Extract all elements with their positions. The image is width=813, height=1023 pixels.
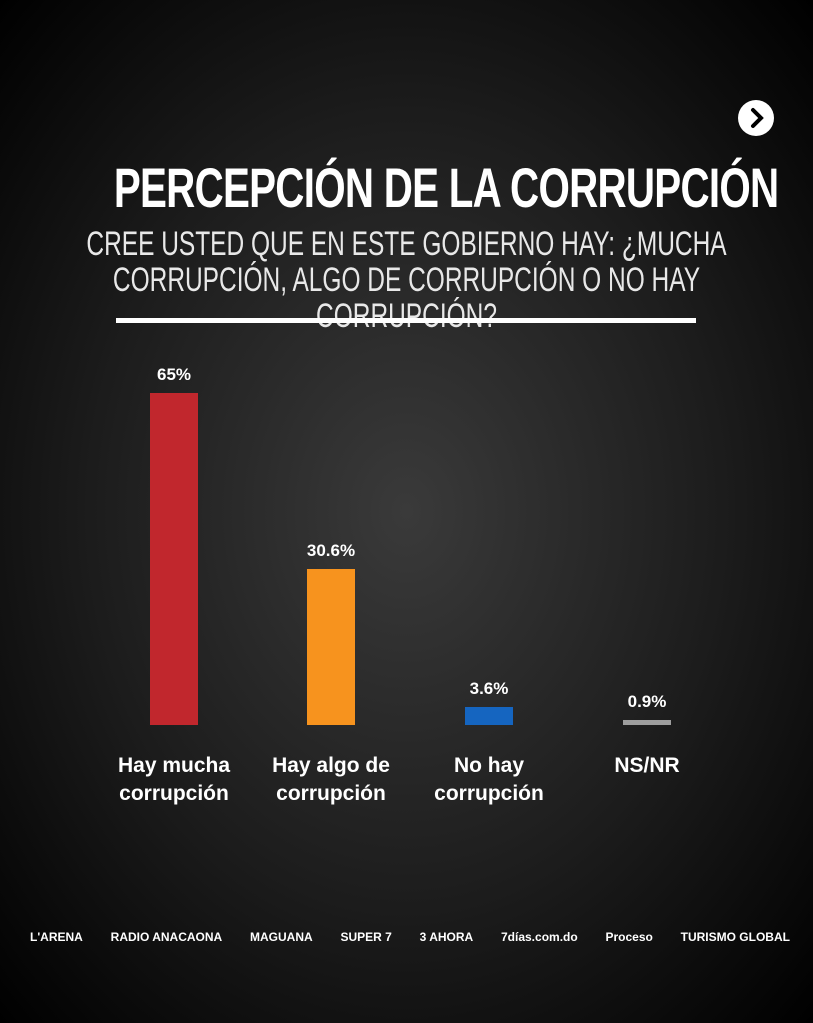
value-label: 0.9% <box>627 692 667 712</box>
bar <box>150 393 198 725</box>
source-logo: TURISMO GLOBAL <box>680 930 790 944</box>
category-label: Hay mucha corrupción <box>117 754 231 805</box>
next-button[interactable] <box>738 100 774 136</box>
bar <box>623 720 671 725</box>
divider <box>116 318 696 323</box>
value-label: 3.6% <box>469 678 509 698</box>
chevron <box>751 108 764 128</box>
value-label: 30.6% <box>306 540 356 560</box>
category-label: NS/NR <box>614 754 680 777</box>
category-label: Hay algo de corrupción <box>272 754 390 805</box>
source-logo: SUPER 7 <box>340 930 392 944</box>
bar <box>307 568 355 725</box>
chart-title: PERCEPCIÓN DE LA CORRUPCIÓN <box>113 156 779 219</box>
category-label: No hay corrupción <box>434 754 544 805</box>
source-logo: 3 AHORA <box>419 930 474 944</box>
source-logo: RADIO ANACAONA <box>110 930 223 944</box>
source-logo: MAGUANA <box>250 930 313 944</box>
source-logo: 7días.com.do <box>501 930 578 944</box>
sources: L'ARENA RADIO ANACAONA MAGUANA SUPER 7 3 AHO… <box>30 930 790 944</box>
source-logo: Proceso <box>605 930 653 944</box>
chart-subtitle: CREE USTED QUE EN ESTE GOBIERNO HAY: ¿MU… <box>86 225 727 335</box>
source-logo: L'ARENA <box>30 930 83 944</box>
bar <box>465 706 513 725</box>
value-label: 65% <box>156 365 192 384</box>
